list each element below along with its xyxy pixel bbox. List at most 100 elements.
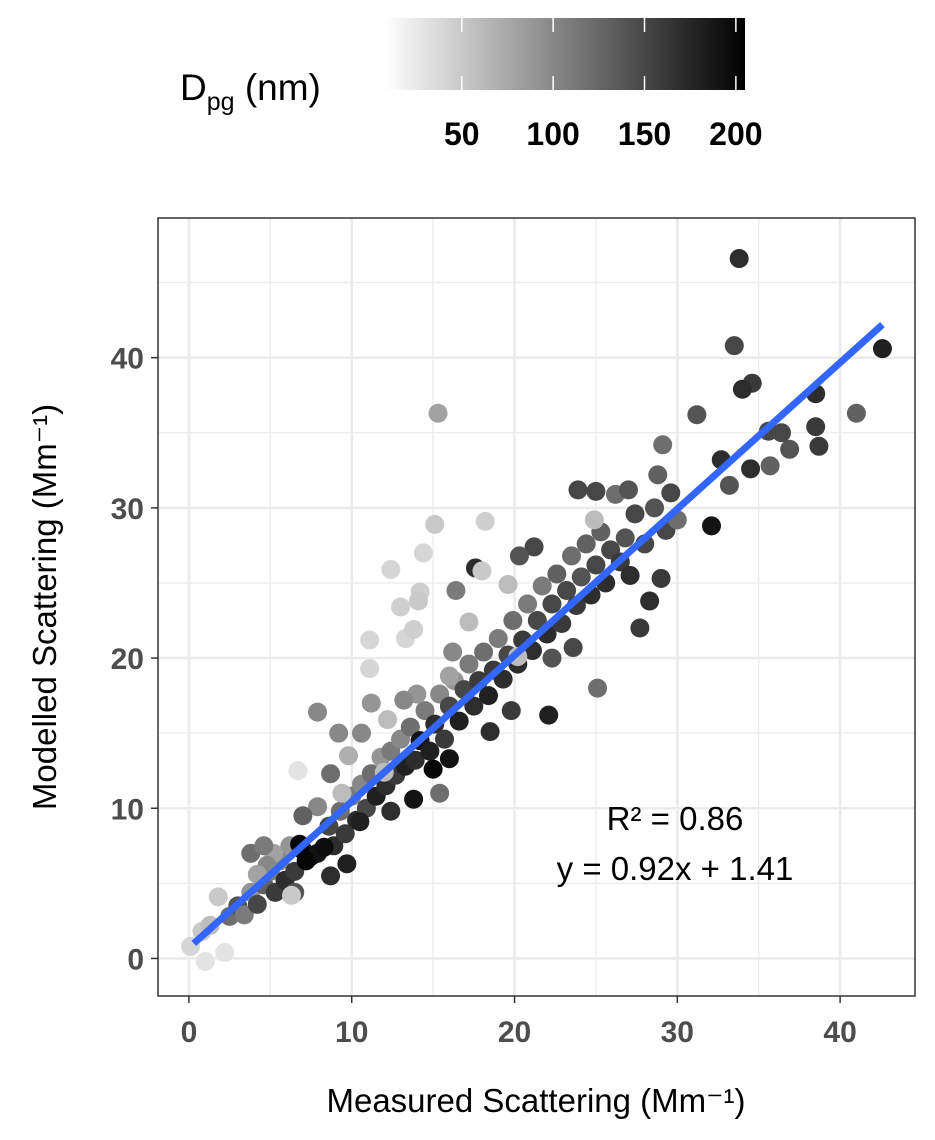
data-point: [501, 701, 521, 721]
data-point: [618, 480, 638, 500]
data-point: [321, 764, 341, 784]
data-point: [661, 483, 681, 503]
panel-border: [157, 217, 916, 997]
colorbar-tick-label: 150: [618, 116, 671, 152]
data-point: [208, 887, 228, 907]
data-point: [653, 435, 673, 455]
data-point: [640, 591, 660, 611]
data-point: [806, 417, 826, 437]
data-point: [415, 701, 435, 721]
colorbar-tick-label: 200: [709, 116, 762, 152]
data-point: [215, 942, 235, 962]
data-point: [620, 565, 640, 585]
data-point: [719, 475, 739, 495]
data-point: [542, 648, 562, 668]
data-point: [446, 580, 466, 600]
data-point: [586, 481, 606, 501]
data-point: [332, 783, 352, 803]
data-point: [547, 564, 567, 584]
data-point: [780, 439, 800, 459]
data-point: [430, 783, 450, 803]
x-axis-title: Measured Scattering (Mm⁻¹): [326, 1082, 745, 1119]
data-point: [474, 642, 494, 662]
data-point: [615, 528, 635, 548]
data-point: [503, 611, 523, 631]
data-point: [360, 659, 380, 679]
data-point: [464, 696, 484, 716]
data-point: [760, 456, 780, 476]
data-point: [586, 555, 606, 575]
data-point: [449, 711, 469, 731]
regression-line: [191, 322, 885, 947]
data-point: [542, 594, 562, 614]
data-point: [391, 597, 411, 617]
data-point: [651, 568, 671, 588]
data-point: [413, 543, 433, 563]
data-point: [488, 629, 508, 649]
data-point: [527, 611, 547, 631]
data-point: [648, 465, 668, 485]
data-point: [247, 894, 267, 914]
equation-annotation: y = 0.92x + 1.41: [557, 850, 794, 887]
data-point: [846, 403, 866, 423]
data-point: [872, 339, 892, 359]
data-point: [576, 534, 596, 554]
data-point: [361, 693, 381, 713]
data-point: [288, 761, 308, 781]
data-point: [381, 801, 401, 821]
data-point: [498, 574, 518, 594]
y-tick-label: 20: [111, 643, 144, 676]
x-tick-label: 40: [823, 1016, 856, 1049]
data-point: [439, 666, 459, 686]
data-point: [571, 567, 591, 587]
y-tick-label: 10: [111, 793, 144, 826]
colorbar-tick-label: 100: [526, 116, 579, 152]
data-point: [350, 812, 370, 832]
data-point: [321, 866, 341, 886]
data-point: [524, 537, 544, 557]
x-tick-label: 10: [335, 1016, 368, 1049]
data-point: [428, 403, 448, 423]
data-point: [478, 686, 498, 706]
data-point: [584, 510, 604, 530]
data-point: [475, 511, 495, 531]
x-tick-label: 30: [661, 1016, 694, 1049]
data-point: [687, 405, 707, 425]
data-point: [381, 559, 401, 579]
data-point: [404, 620, 424, 640]
data-point: [729, 249, 749, 269]
data-point: [296, 851, 316, 871]
y-tick-label: 40: [111, 343, 144, 376]
data-point: [425, 514, 445, 534]
x-tick-label: 20: [498, 1016, 531, 1049]
data-point: [809, 436, 829, 456]
data-point: [568, 480, 588, 500]
data-point: [732, 379, 752, 399]
data-point: [254, 836, 274, 856]
data-point: [405, 750, 425, 770]
data-point: [741, 459, 761, 479]
data-point: [443, 642, 463, 662]
data-point: [630, 618, 650, 638]
data-point: [702, 516, 722, 536]
data-point: [459, 654, 479, 674]
colorbar-legend: Dpg (nm) 50 100 150 200: [180, 18, 763, 152]
data-point: [335, 824, 355, 844]
data-point: [351, 723, 371, 743]
data-point: [459, 612, 479, 632]
data-point: [394, 690, 414, 710]
data-point: [557, 580, 577, 600]
data-point: [562, 546, 582, 566]
colorbar-title: Dpg (nm): [180, 67, 321, 116]
y-tick-label: 0: [127, 943, 144, 976]
y-axis-title: Modelled Scattering (Mm⁻¹): [26, 404, 63, 810]
data-point: [588, 678, 608, 698]
data-point: [645, 498, 665, 518]
data-point: [360, 630, 380, 650]
y-tick-label: 30: [111, 493, 144, 526]
data-point: [563, 638, 583, 658]
data-point: [625, 504, 645, 524]
data-point: [539, 705, 559, 725]
data-point: [400, 717, 420, 737]
data-point: [308, 797, 328, 817]
